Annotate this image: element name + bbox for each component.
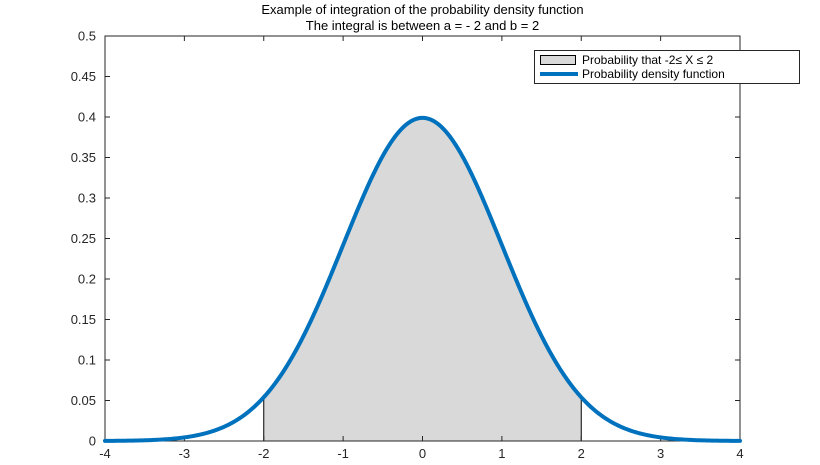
line-swatch-icon xyxy=(540,72,578,76)
shaded-probability-region xyxy=(263,117,582,442)
pdf-curve xyxy=(103,115,742,443)
legend-label-shaded-area: Probability that -2≤ X ≤ 2 xyxy=(582,53,714,67)
x-tick-label: 2 xyxy=(578,446,585,461)
area-swatch-icon xyxy=(540,55,576,65)
legend-entry-pdf-line: Probability density function xyxy=(540,67,799,81)
x-tick-label: 3 xyxy=(657,446,664,461)
x-tick-label: 0 xyxy=(419,446,426,461)
y-tick-label: 0.05 xyxy=(71,393,96,408)
chart-title: Example of integration of the probabilit… xyxy=(105,2,740,34)
y-tick-label: 0.45 xyxy=(71,69,96,84)
x-tick-label: -2 xyxy=(258,446,270,461)
y-tick-label: 0.25 xyxy=(71,231,96,246)
y-tick-label: 0.3 xyxy=(78,191,96,206)
legend: Probability that -2≤ X ≤ 2 Probability d… xyxy=(534,50,800,84)
x-tick-label: -3 xyxy=(179,446,191,461)
y-tick-label: 0.1 xyxy=(78,353,96,368)
legend-label-pdf-line: Probability density function xyxy=(582,67,725,81)
y-tick-label: 0.4 xyxy=(78,110,96,125)
legend-entry-shaded-area: Probability that -2≤ X ≤ 2 xyxy=(540,53,799,67)
y-tick-label: 0.35 xyxy=(71,150,96,165)
chart-title-line1: Example of integration of the probabilit… xyxy=(261,2,584,17)
chart-title-line2: The integral is between a = - 2 and b = … xyxy=(305,18,540,33)
x-tick-label: 1 xyxy=(498,446,505,461)
y-tick-label: 0.2 xyxy=(78,272,96,287)
y-tick-label: 0 xyxy=(89,434,96,449)
x-tick-label: -4 xyxy=(99,446,111,461)
x-tick-label: -1 xyxy=(337,446,349,461)
y-tick-label: 0.15 xyxy=(71,312,96,327)
y-tick-label: 0.5 xyxy=(78,29,96,44)
x-tick-label: 4 xyxy=(736,446,743,461)
